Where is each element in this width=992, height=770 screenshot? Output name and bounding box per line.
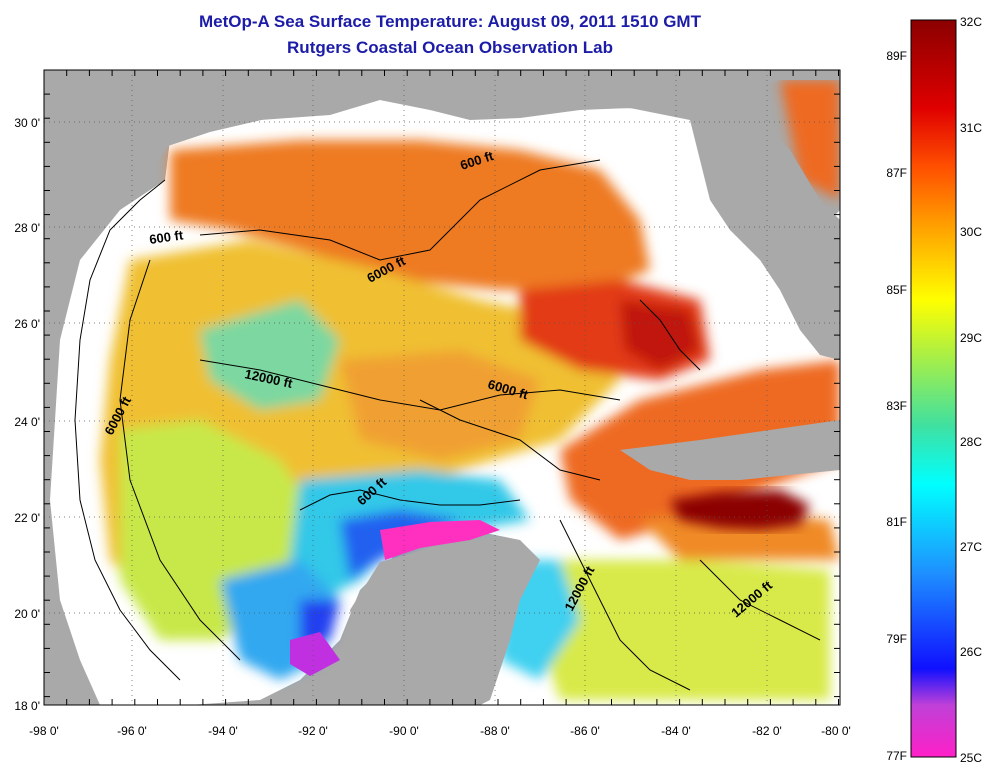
lon-tick: -98 0' xyxy=(29,724,59,738)
colorbar-c-label: 28C xyxy=(960,435,982,449)
lat-tick: 28 0' xyxy=(14,221,40,235)
frame-ticks xyxy=(43,69,840,705)
map-frame xyxy=(43,69,841,706)
cold-coastal-band xyxy=(380,520,500,560)
lat-tick: 24 0' xyxy=(14,415,40,429)
lat-tick: 20 0' xyxy=(14,607,40,621)
us-gulf-coast xyxy=(44,70,840,480)
lon-tick: -94 0' xyxy=(208,724,238,738)
map-title: MetOp-A Sea Surface Temperature: August … xyxy=(199,12,701,31)
colorbar-c-label: 26C xyxy=(960,645,982,659)
lat-tick: 26 0' xyxy=(14,317,40,331)
colorbar-c-label: 27C xyxy=(960,540,982,554)
lat-tick: 18 0' xyxy=(14,699,40,713)
colorbar-f-label: 87F xyxy=(886,166,907,180)
lon-tick: -88 0' xyxy=(480,724,510,738)
colorbar-c-label: 30C xyxy=(960,225,982,239)
lon-axis: -98 0' -96 0' -94 0' -92 0' -90 0' -88 0… xyxy=(29,724,851,738)
colorbar-c-label: 29C xyxy=(960,331,982,345)
bathymetry-contours xyxy=(74,159,821,691)
colorbar-c-label: 31C xyxy=(960,121,982,135)
graticule xyxy=(44,70,840,705)
lat-tick: 22 0' xyxy=(14,511,40,525)
cuba-land xyxy=(620,420,840,480)
colorbar-c-label: 25C xyxy=(960,751,982,765)
colorbar-f-label: 83F xyxy=(886,399,907,413)
lat-axis: 30 0' 28 0' 26 0' 24 0' 22 0' 20 0' 18 0… xyxy=(14,116,40,713)
lon-tick: -82 0' xyxy=(752,724,782,738)
colorbar-fahrenheit-labels: 89F 87F 85F 83F 81F 79F 77F xyxy=(886,49,907,763)
florida-land xyxy=(690,120,840,360)
colorbar-f-label: 89F xyxy=(886,49,907,63)
lon-tick: -86 0' xyxy=(570,724,600,738)
colorbar-f-label: 77F xyxy=(886,749,907,763)
lon-tick: -80 0' xyxy=(821,724,851,738)
lon-tick: -96 0' xyxy=(117,724,147,738)
sst-field xyxy=(100,80,840,700)
colorbar-f-label: 85F xyxy=(886,283,907,297)
map-subtitle: Rutgers Coastal Ocean Observation Lab xyxy=(287,38,613,57)
lon-tick: -92 0' xyxy=(298,724,328,738)
contour-label-600-west: 600 ft xyxy=(148,227,184,247)
colorbar-f-label: 81F xyxy=(886,515,907,529)
lat-tick: 30 0' xyxy=(14,116,40,130)
cuba-warm-patch xyxy=(670,490,810,530)
colorbar-celsius-labels: 32C 31C 30C 29C 28C 27C 26C 25C xyxy=(960,15,982,765)
colorbar xyxy=(910,19,957,758)
yucatan-land xyxy=(350,540,540,705)
colorbar-c-label: 32C xyxy=(960,15,982,29)
lon-tick: -90 0' xyxy=(389,724,419,738)
lon-tick: -84 0' xyxy=(661,724,691,738)
colorbar-f-label: 79F xyxy=(886,632,907,646)
